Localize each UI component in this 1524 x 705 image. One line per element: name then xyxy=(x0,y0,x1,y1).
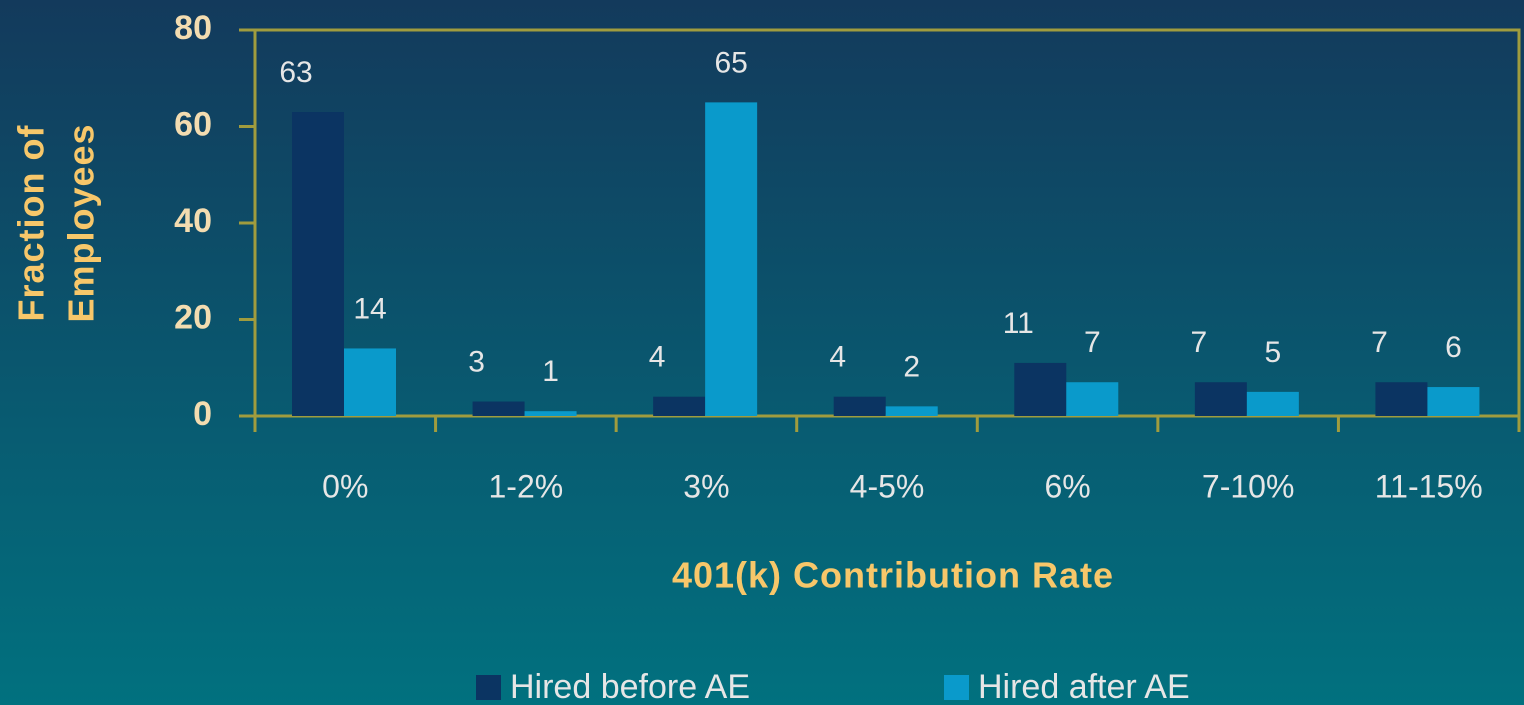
y-tick-label: 40 xyxy=(174,202,212,240)
value-label: 7 xyxy=(1191,326,1208,359)
y-tick-label: 0 xyxy=(193,395,212,433)
bar xyxy=(1066,382,1119,416)
x-tick-label: 6% xyxy=(1044,468,1090,504)
legend-swatch xyxy=(476,675,501,700)
x-tick-label: 7-10% xyxy=(1202,468,1295,504)
value-label: 4 xyxy=(649,341,666,374)
bar xyxy=(344,348,396,416)
bar xyxy=(292,112,344,417)
x-tick-label: 3% xyxy=(683,468,729,504)
value-label: 65 xyxy=(714,46,747,79)
value-label: 6 xyxy=(1445,331,1462,364)
value-label: 4 xyxy=(829,341,846,374)
value-label: 7 xyxy=(1084,326,1101,359)
y-tick-label: 80 xyxy=(174,9,212,47)
legend-swatch xyxy=(944,675,969,700)
value-label: 5 xyxy=(1265,336,1282,369)
value-label: 1 xyxy=(542,355,559,388)
bar xyxy=(1194,382,1247,416)
bar xyxy=(1014,362,1067,416)
bar xyxy=(1375,382,1428,416)
bar xyxy=(705,102,758,416)
value-label: 14 xyxy=(353,292,386,325)
bar xyxy=(472,401,525,416)
value-label: 3 xyxy=(468,345,485,378)
bar xyxy=(653,396,706,416)
legend-label: Hired after AE xyxy=(978,668,1190,705)
bar xyxy=(1427,387,1480,416)
bar xyxy=(833,396,886,416)
legend-label: Hired before AE xyxy=(510,668,750,705)
x-axis-title: 401(k) Contribution Rate xyxy=(672,555,1114,596)
x-tick-label: 1-2% xyxy=(489,468,564,504)
bar xyxy=(524,411,577,416)
x-tick-label: 0% xyxy=(322,468,368,504)
value-label: 2 xyxy=(903,350,920,383)
y-tick-label: 60 xyxy=(174,105,212,143)
bar xyxy=(1246,391,1299,416)
value-label: 7 xyxy=(1371,326,1388,359)
y-tick-label: 20 xyxy=(174,298,212,336)
value-label: 63 xyxy=(279,56,312,89)
bar xyxy=(885,406,938,416)
y-axis-title: Fraction of xyxy=(11,124,52,321)
y-axis-title: Employees xyxy=(61,123,102,322)
x-tick-label: 11-15% xyxy=(1375,468,1483,504)
value-label: 11 xyxy=(1003,307,1034,340)
x-tick-label: 4-5% xyxy=(850,468,925,504)
